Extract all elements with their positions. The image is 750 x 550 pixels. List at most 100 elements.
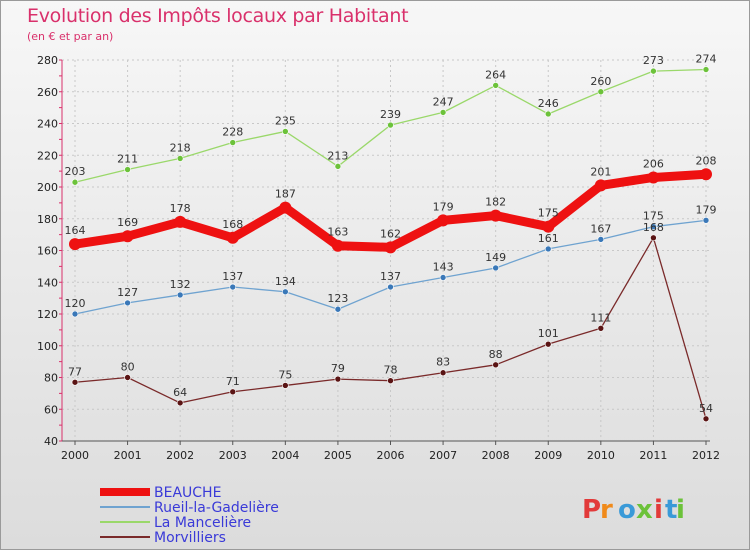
data-label-la-manceliere: 264: [485, 68, 506, 81]
logo-text: Pr o x i ti: [582, 495, 685, 525]
data-label-la-manceliere: 273: [643, 54, 664, 67]
data-point-la-manceliere: [650, 67, 657, 75]
data-label-la-manceliere: 235: [275, 114, 296, 127]
data-label-morvilliers: 80: [121, 361, 135, 374]
data-label-morvilliers: 54: [699, 402, 713, 415]
data-point-beauche: [174, 215, 187, 228]
data-label-rueil-la-gadeliere: 137: [380, 270, 401, 283]
series-lines: [69, 66, 712, 423]
x-tick-label: 2001: [114, 449, 142, 462]
data-label-morvilliers: 111: [590, 311, 611, 324]
data-point-la-manceliere: [439, 109, 447, 116]
logo-letter: t: [665, 495, 677, 525]
data-point-morvilliers: [229, 388, 237, 396]
y-tick-label: 160: [37, 245, 58, 258]
data-label-morvilliers: 101: [538, 327, 559, 340]
y-tick-label: 220: [37, 149, 58, 162]
x-tick-label: 2008: [482, 449, 510, 462]
data-point-beauche: [437, 214, 450, 227]
data-label-beauche: 201: [590, 165, 611, 178]
data-point-morvilliers: [334, 375, 342, 383]
x-tick-label: 2000: [61, 449, 89, 462]
data-point-beauche: [594, 179, 607, 192]
y-tick-label: 120: [37, 308, 58, 321]
data-label-rueil-la-gadeliere: 167: [590, 222, 611, 235]
data-label-morvilliers: 79: [331, 362, 345, 375]
data-point-beauche: [226, 231, 239, 244]
data-label-morvilliers: 168: [643, 221, 664, 234]
data-point-morvilliers: [597, 324, 605, 332]
data-point-la-manceliere: [334, 163, 342, 170]
data-point-rueil-la-gadeliere: [282, 288, 289, 296]
data-label-morvilliers: 78: [384, 364, 398, 377]
data-point-la-manceliere: [702, 66, 710, 73]
chart-subtitle: (en € et par an): [27, 30, 114, 43]
data-label-la-manceliere: 274: [696, 53, 717, 66]
data-label-rueil-la-gadeliere: 120: [65, 297, 86, 310]
data-label-beauche: 175: [538, 207, 559, 220]
data-point-morvilliers: [387, 377, 394, 384]
data-label-la-manceliere: 246: [538, 97, 559, 110]
data-point-la-manceliere: [282, 128, 289, 135]
data-point-morvilliers: [650, 234, 657, 242]
logo-letter: i: [676, 495, 685, 525]
legend-label-beauche: BEAUCHE: [154, 485, 221, 501]
data-label-rueil-la-gadeliere: 161: [538, 232, 559, 245]
data-point-rueil-la-gadeliere: [702, 217, 710, 224]
legend-label-morvilliers: Morvilliers: [154, 530, 226, 546]
logo-letter: x: [636, 495, 653, 525]
data-label-beauche: 178: [170, 202, 191, 215]
data-point-beauche: [542, 220, 555, 233]
data-label-beauche: 168: [222, 218, 243, 231]
x-tick-label: 2006: [377, 449, 405, 462]
data-label-morvilliers: 71: [226, 375, 240, 388]
data-point-beauche: [489, 209, 502, 222]
y-tick-label: 100: [37, 340, 58, 353]
axes: 40 60 80 100 120 140 160 180 200 220 240 260 280 2000…: [37, 54, 720, 462]
data-label-beauche: 164: [65, 224, 86, 237]
logo-letter: o: [618, 495, 636, 525]
data-point-morvilliers: [71, 378, 79, 386]
data-label-rueil-la-gadeliere: 143: [433, 260, 454, 273]
data-label-rueil-la-gadeliere: 137: [222, 270, 243, 283]
data-label-beauche: 163: [327, 226, 348, 239]
data-point-beauche: [647, 171, 660, 184]
data-label-rueil-la-gadeliere: 127: [117, 286, 138, 299]
data-point-la-manceliere: [124, 166, 131, 173]
y-tick-label: 140: [37, 276, 58, 289]
data-point-rueil-la-gadeliere: [71, 310, 79, 318]
x-tick-label: 2007: [429, 449, 457, 462]
data-point-morvilliers: [544, 340, 552, 348]
data-point-rueil-la-gadeliere: [544, 245, 552, 253]
data-label-rueil-la-gadeliere: 149: [485, 251, 506, 264]
data-label-beauche: 206: [643, 157, 664, 170]
data-label-morvilliers: 88: [489, 348, 503, 361]
y-tick-label: 200: [37, 181, 58, 194]
data-point-beauche: [69, 238, 81, 251]
data-point-morvilliers: [492, 361, 499, 369]
data-point-la-manceliere: [387, 121, 394, 129]
logo-letter: r: [600, 495, 613, 525]
x-tick-label: 2003: [219, 449, 247, 462]
x-tick-label: 2009: [534, 449, 562, 462]
data-label-beauche: 162: [380, 227, 401, 240]
data-point-beauche: [121, 230, 134, 243]
data-label-rueil-la-gadeliere: 134: [275, 275, 296, 288]
data-point-rueil-la-gadeliere: [387, 283, 394, 291]
data-label-rueil-la-gadeliere: 175: [643, 210, 664, 223]
y-tick-label: 180: [37, 213, 58, 226]
x-tick-label: 2004: [271, 449, 299, 462]
data-label-la-manceliere: 247: [433, 95, 454, 108]
data-point-morvilliers: [124, 374, 131, 381]
data-point-la-manceliere: [71, 178, 79, 186]
x-tick-label: 2011: [639, 449, 667, 462]
data-label-morvilliers: 64: [173, 386, 187, 399]
y-tick-label: 280: [37, 54, 58, 67]
y-tick-label: 40: [44, 435, 58, 448]
data-point-la-manceliere: [176, 155, 184, 162]
data-point-rueil-la-gadeliere: [176, 291, 184, 299]
data-point-morvilliers: [176, 399, 184, 407]
